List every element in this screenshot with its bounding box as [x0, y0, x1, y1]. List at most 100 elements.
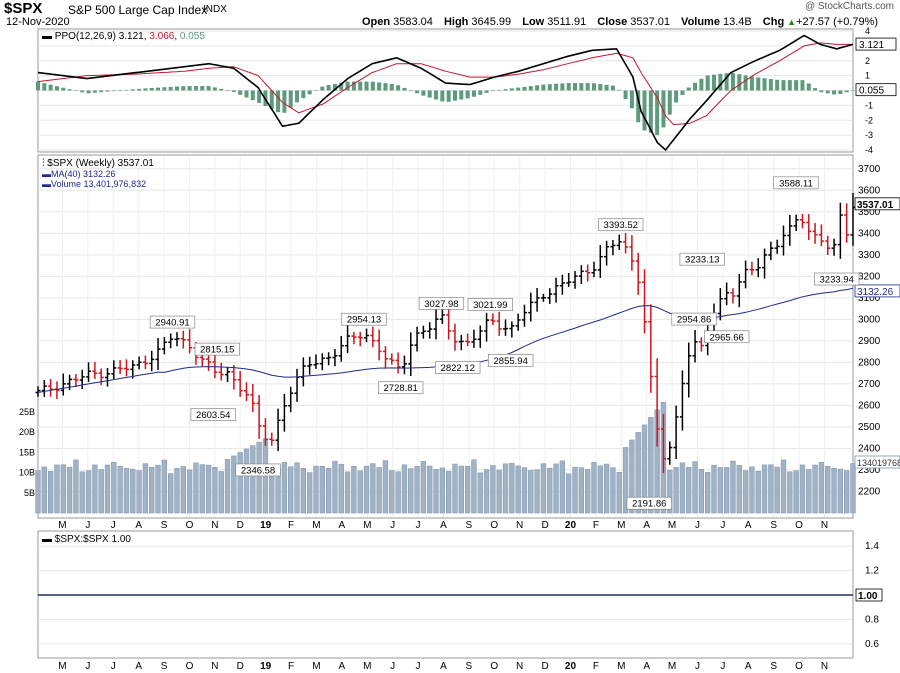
volume-bar [205, 464, 212, 514]
ppo-histogram-bar [174, 86, 179, 91]
ppo-histogram-bar [579, 83, 584, 91]
volume-bar [319, 465, 325, 514]
volume-bar [793, 470, 799, 514]
ppo-histogram-bar [282, 90, 287, 113]
annotation-label: 3233.13 [685, 255, 719, 266]
volume-bar [585, 469, 591, 514]
volume-bar [768, 464, 774, 514]
volume-bar [427, 465, 433, 514]
volume-bar [458, 465, 464, 514]
ppo-histogram-bar [699, 78, 704, 91]
ppo-plot [36, 34, 855, 152]
ppo-histogram-bar [370, 81, 375, 91]
ppo-histogram-bar [54, 86, 59, 91]
ppo-histogram-bar [743, 75, 748, 91]
ppo-histogram-bar [383, 83, 388, 91]
volume-bar [528, 470, 534, 514]
ppo-legend-name: PPO(12,26,9) [54, 31, 116, 42]
ppo-histogram-bar [36, 81, 40, 91]
price-tick-label: 2700 [858, 379, 881, 390]
month-label: J [416, 661, 421, 672]
symbol-title: $SPX [4, 0, 43, 17]
price-annotations: 2940.91 2815.15 2603.54 2346.58 2954.13 2728.… [149, 176, 860, 510]
price-tick-label: 2900 [858, 336, 881, 347]
close-label: Close [597, 16, 628, 28]
volume-bar [281, 462, 288, 514]
month-label: A [745, 661, 752, 672]
ppo-histogram-bar [522, 86, 527, 91]
volume-bar [243, 448, 250, 514]
ppo-tick-label: 2 [865, 56, 870, 66]
month-label: O [490, 661, 498, 672]
ppo-histogram-bar [212, 87, 217, 91]
ppo-histogram-bar [408, 90, 413, 92]
month-label: A [643, 520, 650, 531]
ppo-histogram-bar [667, 90, 672, 115]
volume-bar [502, 463, 509, 514]
ppo-histogram-bar [339, 82, 344, 91]
price-tick-label: 3400 [858, 228, 881, 239]
volume-bar [433, 469, 439, 514]
volume-bar [98, 469, 104, 514]
volume-bar [490, 465, 496, 514]
volume-bar [111, 461, 117, 514]
ppo-histogram-bar [225, 90, 230, 92]
ppo-histogram-bar [547, 84, 552, 91]
ppo-histogram-bar [440, 90, 445, 102]
volume-bar [395, 471, 401, 514]
volume-bar [212, 467, 218, 514]
annotation-box [488, 354, 534, 367]
volume-bar [161, 459, 168, 514]
ppo-histogram-bar [244, 90, 249, 98]
volume-bar [79, 471, 85, 514]
volume-bar-icon: ▬ [42, 179, 51, 189]
month-label: A [643, 661, 650, 672]
ppo-histogram-bar [162, 87, 167, 91]
month-label: M [312, 661, 320, 672]
annotation-box [626, 496, 672, 510]
volume-tick-label: 5B [24, 488, 35, 498]
month-label: J [85, 661, 90, 672]
ppo-histogram-bar [832, 90, 837, 95]
ma-value-tag: 3132.26 [857, 287, 894, 298]
month-label: A [440, 661, 447, 672]
ppo-histogram-bar [402, 87, 407, 91]
ppo-histogram-bar [434, 90, 439, 100]
annotation-label: 3021.99 [473, 300, 507, 311]
annotation-box [235, 463, 281, 477]
volume-bar [231, 455, 237, 514]
annotation-box [773, 176, 819, 190]
month-label: M [58, 520, 66, 531]
annotation-label: 2855.94 [494, 356, 528, 367]
ppo-histogram-bar [295, 90, 300, 103]
ppo-histogram-bar [137, 88, 142, 91]
annotation-label: 2965.66 [710, 332, 744, 343]
ppo-histogram-bar [604, 84, 609, 91]
ppo-histogram-bar [351, 81, 356, 91]
annotation-box [378, 381, 424, 395]
volume-bar [761, 464, 768, 514]
volume-bar [610, 467, 616, 514]
ratio-tick-label: 0.8 [865, 614, 879, 625]
volume-bar [199, 464, 205, 514]
ppo-histogram-bar [80, 90, 85, 93]
ppo-histogram-bar [181, 86, 186, 91]
ppo-histogram-bar [465, 90, 470, 99]
ppo-histogram-bar [851, 90, 855, 92]
month-label: J [111, 661, 116, 672]
volume-tick-label: 25B [19, 407, 35, 417]
ppo-histogram-bar [598, 84, 603, 91]
volume-bar [464, 466, 471, 514]
volume-bar [559, 460, 566, 514]
volume-bar [679, 462, 686, 514]
ppo-histogram-bar [99, 90, 104, 93]
ppo-histogram-bar [427, 90, 432, 98]
ppo-histogram-bar [661, 90, 666, 128]
month-label: 19 [260, 520, 272, 531]
ppo-value-tag: 0.055 [859, 86, 884, 97]
volume-bar [376, 467, 382, 514]
ppo-histogram-bar [307, 90, 312, 95]
price-tick-label: 3700 [858, 164, 881, 175]
annotation-label: 3393.52 [604, 220, 638, 231]
ppo-histogram-bar [560, 83, 565, 91]
